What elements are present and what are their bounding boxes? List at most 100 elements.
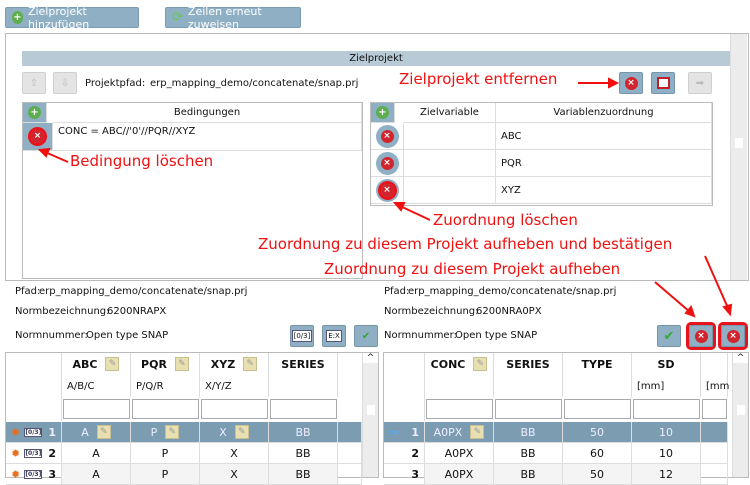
edit-icon[interactable]: ✎ (105, 357, 120, 371)
column-header[interactable]: TYPE (563, 353, 632, 375)
row-header[interactable]: 2 (384, 443, 425, 464)
target-variable-cell[interactable] (404, 177, 496, 204)
open-project-button[interactable] (651, 72, 675, 94)
variables-view-button[interactable]: [0/3] (290, 325, 314, 347)
grid-cell[interactable]: 10 (632, 443, 701, 464)
edit-icon[interactable]: ✎ (96, 425, 111, 439)
column-filter-input[interactable] (564, 399, 631, 419)
column-header[interactable]: CONC ✎ (425, 353, 494, 375)
column-header[interactable]: SD (632, 353, 701, 375)
delete-mapping-button[interactable]: × (371, 150, 404, 177)
grid-cell[interactable]: 60 (563, 443, 632, 464)
grid-cell[interactable]: BB (269, 443, 338, 464)
row-header[interactable]: ✹ [0/3] 2 (6, 443, 62, 464)
grid-cell[interactable]: A ✎ (62, 422, 131, 443)
grid-cell[interactable]: A (62, 443, 131, 464)
move-down-button[interactable]: ⇩ (53, 72, 77, 94)
confirm-button[interactable]: ✔ (657, 325, 681, 347)
assignment-cell[interactable]: ABC (496, 123, 712, 150)
scroll-up-icon[interactable]: ^ (363, 353, 378, 363)
column-filter-input[interactable] (702, 399, 727, 419)
grid-cell[interactable]: X (200, 443, 269, 464)
grid-cell[interactable]: A0PX (425, 464, 494, 485)
edit-icon[interactable]: ✎ (470, 425, 485, 439)
column-name: SD (657, 357, 675, 371)
scroll-up-icon[interactable]: ^ (733, 353, 748, 363)
edit-icon[interactable]: ✎ (243, 357, 258, 371)
grid-cell[interactable]: P (131, 464, 200, 485)
grid-scrollbar[interactable]: ^ (732, 353, 748, 477)
column-header[interactable]: PQR ✎ (131, 353, 200, 375)
row-header[interactable]: ✹ [0/3] 3 (6, 464, 62, 485)
reassign-rows-button[interactable]: ⟳ Zeilen erneut zuweisen (165, 5, 301, 31)
row-header[interactable]: ⇒ 1 (384, 422, 425, 443)
delete-mapping-button[interactable]: × (371, 123, 404, 150)
confirm-all-button[interactable]: ✔ (354, 325, 378, 347)
unassign-button[interactable]: × (686, 322, 716, 350)
window-icon (656, 77, 670, 89)
column-filter-input[interactable] (201, 399, 268, 419)
remove-target-project-button[interactable]: × (619, 72, 643, 94)
grid-scrollbar[interactable]: ^ (362, 353, 378, 477)
expression-button[interactable]: E:X (322, 325, 346, 347)
edit-icon[interactable]: ✎ (165, 425, 180, 439)
column-filter-input[interactable] (633, 399, 700, 419)
column-header[interactable]: XYZ ✎ (200, 353, 269, 375)
target-variable-cell[interactable] (404, 150, 496, 177)
grid-cell[interactable]: X (200, 464, 269, 485)
grid-cell[interactable] (701, 422, 728, 443)
delete-mapping-button[interactable]: × (371, 177, 404, 204)
column-header[interactable]: ABC ✎ (62, 353, 131, 375)
panel-scrollbar[interactable] (730, 34, 747, 280)
grid-cell[interactable]: P (131, 443, 200, 464)
grid-cell[interactable]: BB (494, 422, 563, 443)
column-unit: P/Q/R (131, 375, 200, 397)
grid-cell[interactable] (338, 422, 362, 443)
add-target-project-button[interactable]: + Zielprojekt hinzufügen (5, 5, 139, 31)
annotation-unassign: Zuordnung zu diesem Projekt aufheben (324, 260, 621, 278)
grid-cell[interactable]: A0PX ✎ (425, 422, 494, 443)
column-filter-input[interactable] (132, 399, 199, 419)
column-filter-input[interactable] (426, 399, 493, 419)
unassign-confirm-button[interactable]: × (718, 322, 748, 350)
column-filter-input[interactable] (495, 399, 562, 419)
grid-cell[interactable]: A0PX (425, 443, 494, 464)
row-header[interactable]: ✹ [0/3] 1 (6, 422, 62, 443)
grid-cell[interactable] (701, 464, 728, 485)
row-header[interactable]: 3 (384, 464, 425, 485)
grid-cell[interactable]: 50 (563, 422, 632, 443)
grid-cell[interactable]: BB (494, 443, 563, 464)
grid-cell[interactable]: A (62, 464, 131, 485)
warning-icon: ✹ (11, 467, 21, 481)
target-variable-cell[interactable] (404, 123, 496, 150)
column-filter-input[interactable] (63, 399, 130, 419)
grid-cell[interactable]: BB (269, 422, 338, 443)
delete-condition-button[interactable]: × (23, 123, 53, 151)
column-unit (269, 375, 338, 397)
annotation-remove-target: Zielprojekt entfernen (399, 70, 558, 88)
grid-cell[interactable]: X ✎ (200, 422, 269, 443)
move-up-button[interactable]: ⇧ (22, 72, 46, 94)
grid-cell[interactable] (701, 443, 728, 464)
column-header[interactable]: SERIES (269, 353, 338, 375)
grid-cell[interactable] (338, 443, 362, 464)
assignment-cell[interactable]: PQR (496, 150, 712, 177)
forward-button[interactable]: ➡ (688, 72, 712, 94)
grid-cell[interactable]: BB (494, 464, 563, 485)
edit-icon[interactable]: ✎ (234, 425, 249, 439)
grid-cell[interactable]: BB (269, 464, 338, 485)
column-filter-input[interactable] (270, 399, 337, 419)
grid-cell[interactable] (338, 464, 362, 485)
edit-icon[interactable]: ✎ (174, 357, 189, 371)
grid-cell[interactable]: 12 (632, 464, 701, 485)
condition-row[interactable]: CONC = ABC//'0'//PQR//XYZ (53, 123, 362, 151)
edit-icon[interactable]: ✎ (473, 357, 488, 371)
grid-cell[interactable]: P ✎ (131, 422, 200, 443)
column-header[interactable]: SERIES (494, 353, 563, 375)
add-condition-button[interactable]: + (23, 103, 47, 123)
assignment-cell[interactable]: XYZ (496, 177, 712, 204)
grid-cell[interactable]: 10 (632, 422, 701, 443)
add-mapping-button[interactable]: + (371, 103, 395, 123)
grid-cell[interactable]: 50 (563, 464, 632, 485)
column-header[interactable] (701, 353, 728, 375)
